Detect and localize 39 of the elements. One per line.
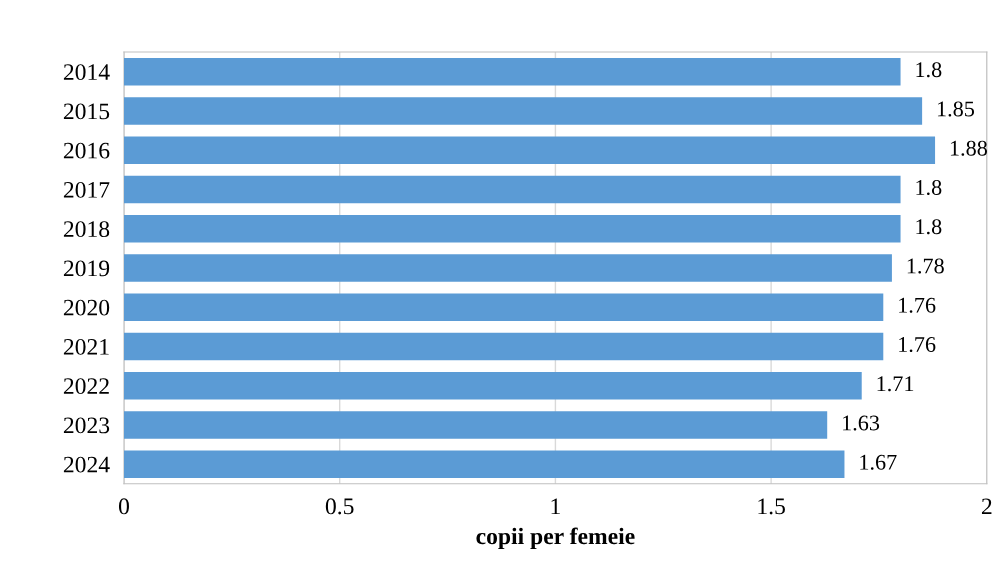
- bar: [123, 450, 845, 478]
- data-label: 1.85: [937, 101, 975, 117]
- data-label: 1.76: [899, 337, 936, 353]
- data-label: 1.8: [916, 62, 942, 78]
- y-tick-label: 2021: [63, 338, 109, 355]
- bar: [123, 97, 923, 125]
- x-tick-label: 0.5: [325, 498, 354, 515]
- data-label: 1.71: [877, 376, 914, 392]
- bar: [123, 371, 862, 400]
- data-label: 1.76: [899, 297, 936, 313]
- bar: [123, 136, 936, 164]
- bar: [123, 411, 828, 439]
- y-tick-label: 2017: [63, 181, 110, 198]
- data-label: 1.88: [950, 140, 987, 156]
- bar: [123, 57, 901, 86]
- y-tick-label: 2014: [63, 64, 110, 81]
- bar: [123, 254, 892, 282]
- y-tick-label: 2023: [63, 417, 110, 434]
- bar: [123, 175, 901, 204]
- y-tick-label: 2024: [63, 456, 110, 473]
- y-tick-label: 2020: [63, 299, 110, 316]
- x-tick-label: 2: [981, 498, 992, 515]
- y-tick-label: 2016: [63, 142, 110, 159]
- bar: [123, 332, 884, 361]
- y-tick-label: 2015: [63, 103, 110, 120]
- y-tick-label: 2019: [63, 260, 110, 277]
- x-tick-label: 0: [118, 498, 129, 515]
- data-label: 1.78: [907, 258, 944, 274]
- bar: [123, 293, 884, 321]
- data-label: 1.67: [860, 454, 897, 470]
- data-label: 1.63: [843, 415, 880, 431]
- x-tick-label: 1.5: [758, 498, 785, 515]
- y-tick-label: 2022: [63, 378, 109, 395]
- data-label: 1.8: [916, 179, 942, 196]
- y-tick-label: 2018: [63, 221, 110, 238]
- x-axis-title: copii per femeie: [476, 527, 635, 550]
- data-label: 1.8: [916, 219, 942, 235]
- bar: [123, 214, 901, 243]
- x-tick-label: 1: [551, 498, 560, 515]
